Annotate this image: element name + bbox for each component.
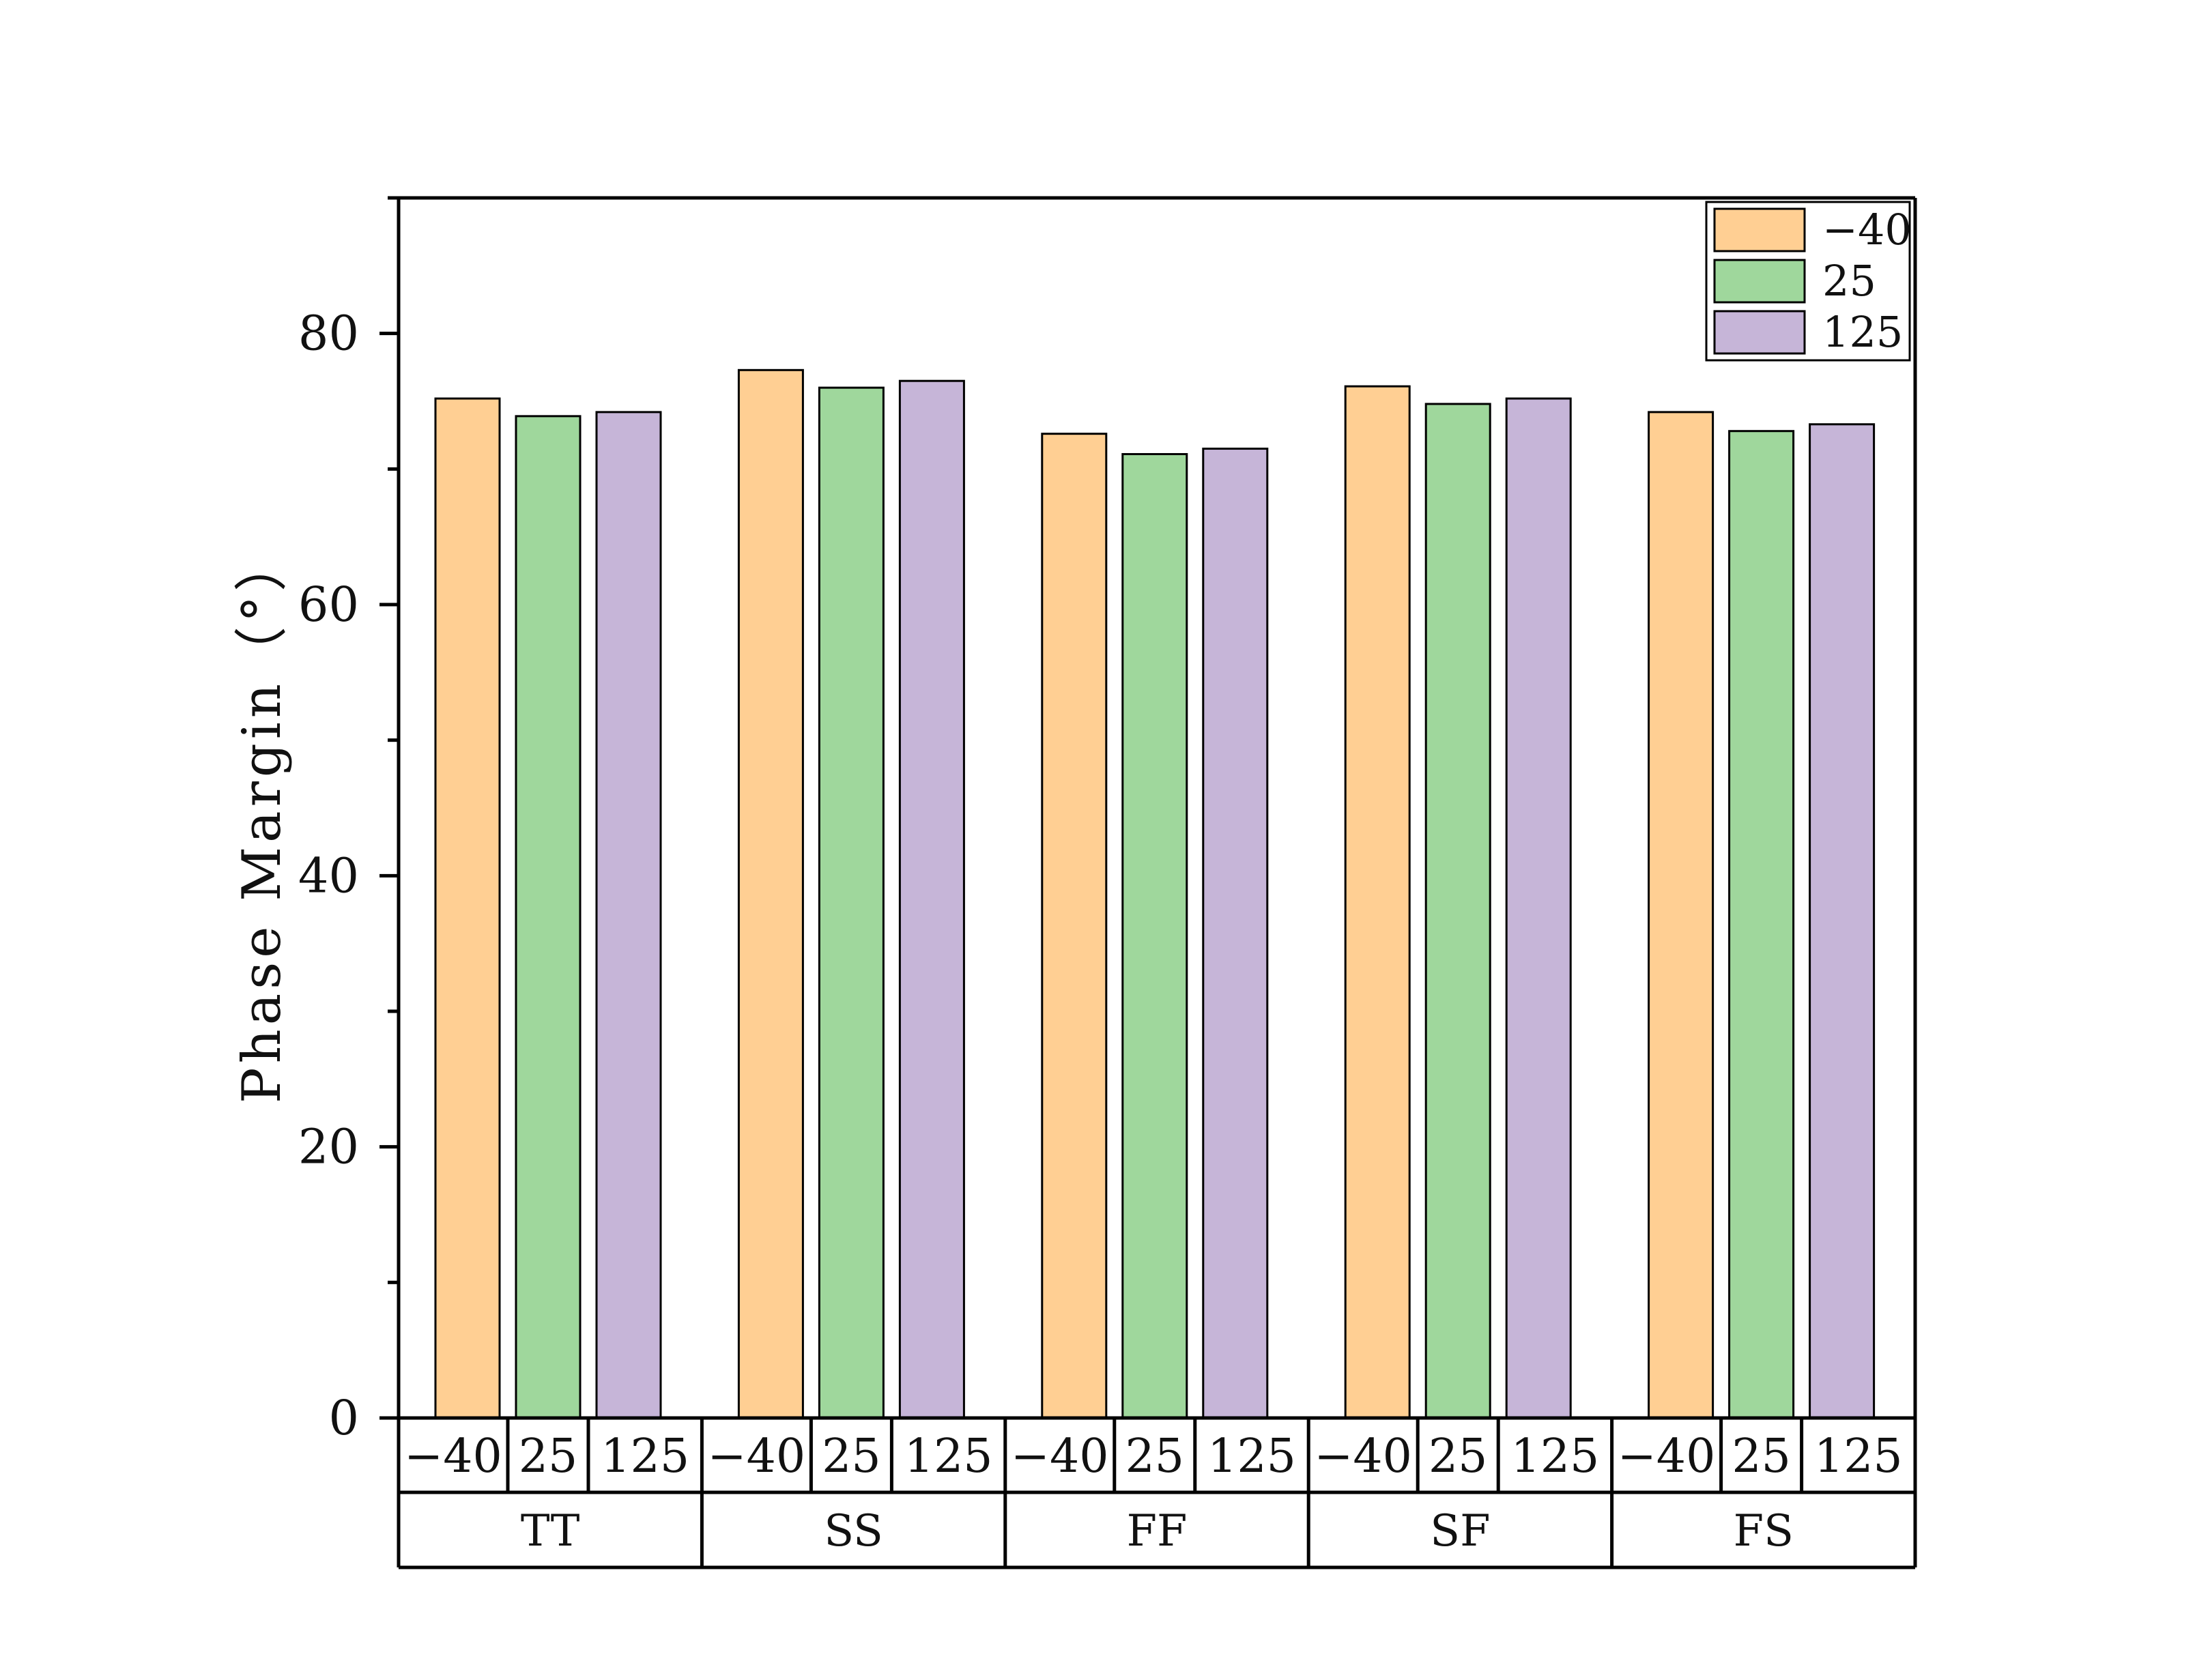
y-tick-label: 20 [298,1119,359,1175]
y-tick-label: 80 [298,306,359,362]
legend-label-1: −40 [1822,205,1912,255]
bar-ss-3 [898,379,965,1419]
x-subcategory-label: 25 [1429,1430,1488,1483]
x-group-label-sf: SF [1430,1506,1490,1556]
x-group-label-fs: FS [1734,1506,1794,1556]
x-group-label-tt: TT [521,1506,580,1556]
bar-tt-3 [595,411,662,1419]
bar-ff-2 [1121,452,1188,1419]
x-subcategory-label: 25 [1732,1430,1791,1483]
x-subcategory-label: −40 [1314,1430,1412,1483]
legend-label-2: 25 [1822,256,1876,306]
x-subcategory-label: −40 [1618,1430,1716,1483]
y-axis-label: Phase Margin（°） [231,534,293,1103]
bar-tt-1 [434,397,501,1419]
bar-sf-2 [1424,403,1491,1419]
x-subcategory-label: −40 [404,1430,502,1483]
x-subcategory-label: 25 [822,1430,881,1483]
y-tick-label: 60 [298,577,359,633]
legend-swatch-1 [1713,207,1806,252]
bar-sf-1 [1344,385,1411,1419]
bar-ss-2 [818,386,885,1419]
bar-fs-1 [1648,411,1715,1419]
y-tick-label: 0 [328,1390,359,1446]
x-subcategory-label: 25 [519,1430,578,1483]
x-subcategory-label: 125 [1511,1430,1600,1483]
bar-fs-2 [1728,430,1795,1419]
bar-sf-3 [1505,397,1572,1419]
x-subcategory-label: 25 [1125,1430,1185,1483]
x-subcategory-label: 125 [904,1430,993,1483]
x-group-label-ss: SS [824,1506,883,1556]
bars-layer [434,368,1876,1419]
x-subcategory-label: 125 [1207,1430,1296,1483]
x-category-table: −40 25 125 TT −40 25 125 SS −40 25 125 FF −40 25 125 SF… [397,1418,1917,1569]
y-tick-label: 40 [298,848,359,903]
x-subcategory-label: 125 [1814,1430,1903,1483]
x-subcategory-label: −40 [1011,1430,1109,1483]
legend-swatch-2 [1713,259,1806,304]
legend-swatch-3 [1713,310,1806,355]
bar-ss-1 [737,368,804,1419]
x-group-label-ff: FF [1127,1506,1188,1556]
bar-fs-3 [1809,423,1876,1419]
axes-layer: 0 20 40 60 80 [298,196,1917,1446]
x-subcategory-label: −40 [708,1430,806,1483]
bar-ff-3 [1202,448,1269,1419]
bar-ff-1 [1041,433,1108,1419]
legend-label-3: 125 [1822,307,1903,357]
x-subcategory-label: 125 [601,1430,689,1483]
bar-tt-2 [515,415,582,1419]
